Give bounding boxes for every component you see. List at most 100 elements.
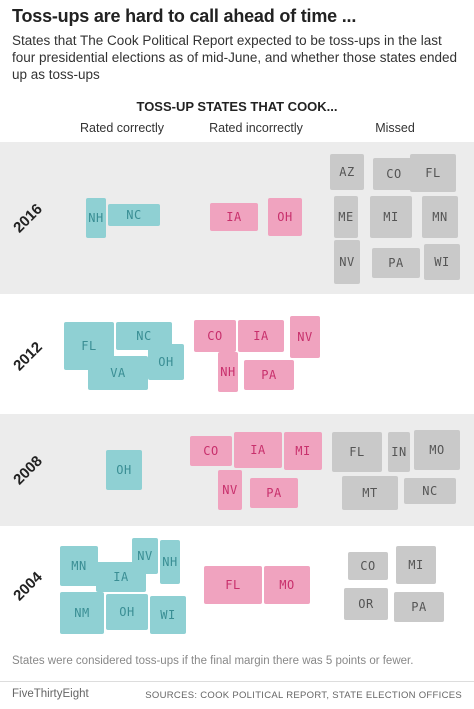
state-label: VA	[110, 366, 126, 380]
state-label: MO	[279, 578, 295, 592]
state-fl-missed: FL	[410, 154, 456, 192]
state-label: FL	[349, 445, 365, 459]
state-shape	[268, 198, 302, 236]
state-label: FL	[425, 166, 441, 180]
state-shape	[218, 352, 238, 392]
state-shape	[373, 158, 415, 190]
state-shape	[148, 344, 184, 380]
section-heading: TOSS-UP STATES THAT COOK...	[136, 99, 338, 114]
state-label: NC	[126, 208, 142, 222]
state-oh-rated-correctly: OH	[106, 450, 142, 490]
state-shape	[370, 196, 412, 238]
state-shape	[422, 196, 458, 238]
state-shape	[204, 566, 262, 604]
state-wi-rated-correctly: WI	[150, 596, 186, 634]
state-label: MI	[383, 210, 399, 224]
state-shape	[88, 356, 148, 390]
state-ia-rated-incorrectly: IA	[238, 320, 284, 352]
sources-credit: SOURCES: COOK POLITICAL REPORT, STATE EL…	[145, 690, 462, 701]
state-nc-missed: NC	[404, 478, 456, 504]
state-label: WI	[160, 608, 176, 622]
state-va-rated-correctly: VA	[88, 356, 148, 390]
state-ia-rated-correctly: IA	[96, 562, 146, 592]
state-label: NV	[297, 330, 313, 344]
state-label: OH	[277, 210, 293, 224]
state-label: MN	[71, 559, 87, 573]
state-label: PA	[261, 368, 277, 382]
state-label: FL	[225, 578, 241, 592]
state-co-rated-incorrectly: CO	[194, 320, 236, 352]
state-shape	[334, 240, 360, 284]
state-fl-rated-incorrectly: FL	[204, 566, 262, 604]
state-label: NV	[222, 483, 238, 497]
state-nv-rated-incorrectly: NV	[290, 316, 320, 358]
state-shape	[414, 430, 460, 470]
state-nv-missed: NV	[334, 240, 360, 284]
state-shape	[218, 470, 242, 510]
state-shape	[372, 248, 420, 278]
state-label: OH	[119, 605, 135, 619]
state-ia-rated-incorrectly: IA	[234, 432, 282, 468]
state-nh-rated-incorrectly: NH	[218, 352, 238, 392]
state-label: NH	[162, 555, 178, 569]
state-shape	[334, 196, 358, 238]
column-header-missed: Missed	[375, 121, 415, 135]
state-label: MT	[362, 486, 378, 500]
state-mo-missed: MO	[414, 430, 460, 470]
state-pa-missed: PA	[372, 248, 420, 278]
state-shape	[396, 546, 436, 584]
state-shape	[264, 566, 310, 604]
state-shape	[86, 198, 106, 238]
state-az-missed: AZ	[330, 154, 364, 190]
brand-logo-text: FiveThirtyEight	[12, 688, 89, 700]
state-mi-rated-incorrectly: MI	[284, 432, 322, 470]
state-label: CO	[386, 167, 402, 181]
state-or-missed: OR	[344, 588, 388, 620]
state-nh-rated-correctly: NH	[160, 540, 180, 584]
state-label: IN	[391, 445, 407, 459]
state-nc-rated-correctly: NC	[108, 204, 160, 226]
state-shape	[342, 476, 398, 510]
state-ia-rated-incorrectly: IA	[210, 203, 258, 231]
state-shape	[106, 594, 148, 630]
state-pa-rated-incorrectly: PA	[244, 360, 294, 390]
state-co-missed: CO	[373, 158, 415, 190]
state-me-missed: ME	[334, 196, 358, 238]
column-header-rated-incorrectly: Rated incorrectly	[209, 121, 303, 135]
state-label: NH	[220, 365, 236, 379]
state-label: PA	[411, 600, 427, 614]
state-label: AZ	[339, 165, 355, 179]
state-label: PA	[266, 486, 282, 500]
state-label: NC	[422, 484, 438, 498]
state-label: CO	[360, 559, 376, 573]
state-label: IA	[113, 570, 129, 584]
state-label: NV	[137, 549, 153, 563]
state-label: MN	[432, 210, 448, 224]
state-shape	[190, 436, 232, 466]
footnote: States were considered toss-ups if the f…	[12, 655, 414, 667]
state-shape	[348, 552, 388, 580]
state-label: NV	[339, 255, 355, 269]
state-label: CO	[207, 329, 223, 343]
state-fl-missed: FL	[332, 432, 382, 472]
state-nh-rated-correctly: NH	[86, 198, 106, 238]
state-nv-rated-incorrectly: NV	[218, 470, 242, 510]
state-label: NH	[88, 211, 104, 225]
state-shape	[284, 432, 322, 470]
chart-subtitle: States that The Cook Political Report ex…	[12, 33, 458, 82]
state-shape	[234, 432, 282, 468]
state-shape	[290, 316, 320, 358]
state-label: ME	[338, 210, 354, 224]
state-shape	[96, 562, 146, 592]
state-label: NM	[74, 606, 90, 620]
state-shape	[344, 588, 388, 620]
state-oh-rated-correctly: OH	[148, 344, 184, 380]
state-label: FL	[81, 339, 97, 353]
state-shape	[106, 450, 142, 490]
state-shape	[250, 478, 298, 508]
state-label: OH	[116, 463, 132, 477]
state-label: OH	[158, 355, 174, 369]
state-label: NC	[136, 329, 152, 343]
state-label: IA	[253, 329, 269, 343]
state-mi-missed: MI	[396, 546, 436, 584]
